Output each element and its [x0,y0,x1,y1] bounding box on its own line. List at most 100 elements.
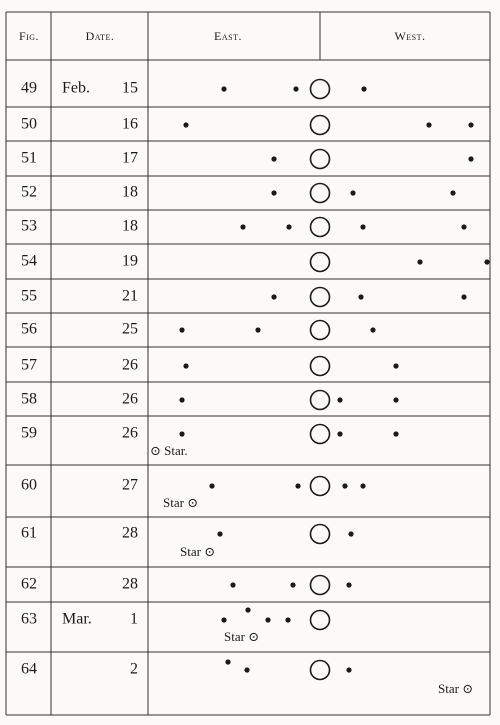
satellite [348,531,354,537]
day: 18 [122,184,138,201]
satellite [468,156,474,162]
planet [309,523,331,545]
satellite [450,190,456,196]
planet [309,423,331,445]
header-date: Date. [86,29,115,43]
satellite [221,86,227,92]
fig-number: 54 [21,253,37,270]
day: 26 [122,425,138,442]
fig-number: 50 [21,116,37,133]
satellite [484,259,490,265]
day: 2 [130,661,138,678]
satellite [361,86,367,92]
planet [309,355,331,377]
planet [309,475,331,497]
satellite [209,483,215,489]
satellite [358,294,364,300]
fig-number: 56 [21,321,37,338]
planet [309,78,331,100]
star-label: Star ⊙ [180,544,215,559]
star-label: Star ⊙ [438,681,473,696]
day: 16 [122,116,138,133]
satellite [370,327,376,333]
fig-number: 58 [21,391,37,408]
month: Mar. [62,611,92,628]
day: 25 [122,321,138,338]
satellite [393,397,399,403]
day: 26 [122,391,138,408]
satellite [183,122,189,128]
satellite [179,397,185,403]
planet [309,148,331,170]
planet [309,114,331,136]
satellite [360,224,366,230]
satellite [393,431,399,437]
satellite [285,617,291,623]
satellite [360,483,366,489]
satellite [221,617,227,623]
day: 28 [122,576,138,593]
star-label: Star ⊙ [163,495,198,510]
fig-number: 61 [21,525,37,542]
star-label: Star ⊙ [224,629,259,644]
day: 21 [122,288,138,305]
satellite [461,224,467,230]
planet [309,286,331,308]
satellite [179,431,185,437]
satellite [183,363,189,369]
fig-number: 51 [21,150,37,167]
satellite [225,659,231,665]
satellite [179,327,185,333]
day: 27 [122,477,138,494]
day: 28 [122,525,138,542]
satellite [290,582,296,588]
day: 1 [130,611,138,628]
satellite [293,86,299,92]
fig-number: 53 [21,218,37,235]
header-fig: Fig. [19,29,39,43]
day: 15 [122,80,138,97]
planet [309,609,331,631]
satellite [426,122,432,128]
day: 19 [122,253,138,270]
satellite [230,582,236,588]
satellite [350,190,356,196]
fig-number: 55 [21,288,37,305]
fig-number: 62 [21,576,37,593]
satellite [337,431,343,437]
planet [309,574,331,596]
fig-number: 57 [21,357,37,374]
planet [309,659,331,681]
satellite [417,259,423,265]
fig-number: 63 [21,611,37,628]
satellite [286,224,292,230]
satellite [265,617,271,623]
header-west: West. [394,29,425,43]
month: Feb. [62,80,90,97]
satellite [255,327,261,333]
satellite [468,122,474,128]
satellite [346,582,352,588]
satellite [271,294,277,300]
satellite [461,294,467,300]
fig-number: 60 [21,477,37,494]
planet [309,182,331,204]
satellite [271,190,277,196]
satellite [271,156,277,162]
planet [309,319,331,341]
planet [309,216,331,238]
satellite [244,667,250,673]
satellite [295,483,301,489]
header-east: East. [214,29,242,43]
satellite [240,224,246,230]
day: 18 [122,218,138,235]
day: 17 [122,150,138,167]
fig-number: 59 [21,425,37,442]
satellite [393,363,399,369]
satellite [245,607,251,613]
satellite [217,531,223,537]
fig-number: 64 [21,661,37,678]
satellite [342,483,348,489]
